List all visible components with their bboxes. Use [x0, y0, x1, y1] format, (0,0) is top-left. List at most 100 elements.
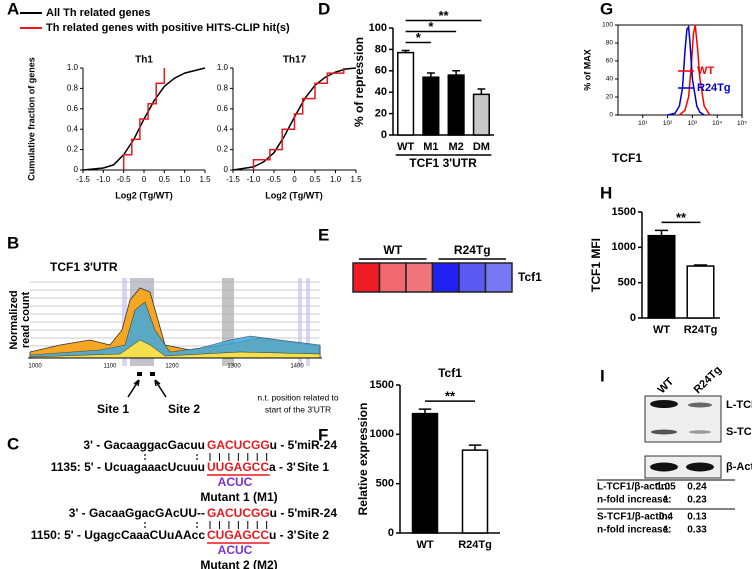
significance-label: * — [416, 30, 422, 45]
y-tick-label: 0 — [388, 527, 394, 539]
group-label: WT — [383, 243, 402, 257]
pair-dot — [196, 454, 198, 456]
y-tick-label: 20 — [606, 94, 614, 101]
series-line — [667, 24, 705, 116]
site-label: Site 2 — [168, 402, 200, 416]
track-title: TCF1 3'UTR — [50, 260, 118, 274]
sequence: 1135: 5' - UcuagaaacUcuuu — [51, 460, 205, 474]
error-bar — [452, 70, 461, 76]
x-tick-label: 0 — [292, 175, 297, 184]
chart-title: Tcf1 — [438, 366, 462, 380]
sequence-name: miR-24 — [297, 506, 337, 520]
y-tick-label: 1500 — [370, 379, 394, 391]
y-axis-label: Normalized — [8, 290, 20, 349]
blot-frame — [644, 455, 722, 479]
mutant-label: Mutant 1 (M1) — [200, 490, 277, 504]
table-cell: n-fold increase: — [597, 525, 671, 536]
seed: UUGAGCC — [207, 460, 269, 474]
series-line — [122, 68, 166, 170]
band — [650, 462, 678, 472]
x-tick-label: -1.5 — [76, 175, 90, 184]
y-tick-label: 0.6 — [217, 104, 229, 113]
seed: GACUCGG — [207, 438, 270, 452]
y-tick-label: 1.0 — [217, 63, 229, 72]
table-cell: L-TCF1/β-actin: — [597, 482, 670, 493]
sequence-name: Site 2 — [297, 528, 329, 542]
y-tick-label: 0.2 — [67, 145, 79, 154]
x-tick-label: 10⁵ — [737, 120, 747, 127]
pair-dot — [144, 526, 146, 528]
sequence: 3' - GacaaGgacGAcUU-- — [69, 506, 205, 520]
y-tick-label: 80 — [606, 40, 614, 47]
x-tick-label: R24Tg — [458, 539, 492, 551]
table-cell: 0.4 — [659, 512, 673, 523]
pair-dot — [196, 522, 198, 524]
table-cell: 1 — [663, 495, 669, 506]
sequence: u - 5' — [270, 506, 298, 520]
site-mark — [150, 372, 155, 376]
y-axis-label: % of repression — [352, 37, 366, 127]
coverage-area — [29, 301, 321, 359]
x-axis-label: TCF1 3'UTR — [409, 156, 477, 170]
x-tick-label: 0.5 — [159, 175, 171, 184]
x-axis-label: Log2 (Tg/WT) — [115, 190, 172, 200]
highlight — [298, 278, 302, 366]
x-tick-label: 0.5 — [309, 175, 321, 184]
x-tick-label: -0.5 — [267, 175, 281, 184]
bar — [422, 76, 440, 136]
significance-label: * — [428, 19, 434, 34]
panel-label: B — [7, 233, 19, 252]
chart-title: Th1 — [135, 55, 153, 66]
panel-label: E — [318, 225, 329, 244]
y-axis-label: Cumulative fraction of genes — [26, 57, 36, 181]
bar — [397, 51, 415, 136]
table-cell: 1 — [663, 525, 669, 536]
sequence: u - 5' — [270, 438, 298, 452]
band — [688, 402, 712, 408]
y-tick-label: 0.8 — [217, 84, 229, 93]
legend-label: All Th related genes — [46, 7, 151, 19]
y-tick-label: 0 — [630, 312, 636, 324]
y-tick-label: 40 — [375, 86, 387, 98]
x-tick-label: WT — [653, 324, 670, 336]
y-tick-label: 1500 — [612, 206, 636, 218]
site-mark — [137, 372, 142, 376]
panel-label: D — [318, 0, 330, 18]
western-blot — [597, 395, 735, 510]
sequence: a - 3' — [269, 460, 296, 474]
significance-label: ** — [438, 8, 449, 23]
heatmap-cell — [378, 262, 407, 293]
y-tick-label: 100 — [602, 22, 613, 29]
panel-label: C — [7, 434, 19, 453]
x-tick-label: -1.0 — [247, 175, 261, 184]
bar — [447, 74, 465, 136]
y-tick-label: 20 — [375, 108, 387, 120]
x-tick-label: -1.5 — [226, 175, 240, 184]
y-tick-label: 0.4 — [217, 124, 229, 133]
heatmap-cell — [431, 262, 460, 293]
mutation: ACUC — [218, 543, 253, 557]
error-bar — [654, 229, 669, 236]
x-tick-label: WT — [416, 539, 433, 551]
panel-label: I — [600, 366, 605, 385]
heatmap-cell — [484, 262, 513, 293]
x-tick-label: 10¹ — [638, 120, 648, 127]
seed: CUGAGCC — [207, 528, 269, 542]
y-tick-label: 0.4 — [67, 124, 79, 133]
y-tick-label: 500 — [376, 478, 394, 490]
y-tick-label: 0 — [609, 112, 613, 119]
track-lines — [30, 281, 320, 347]
arrow — [127, 379, 140, 398]
series-line — [252, 68, 345, 170]
table-cell: 0.24 — [687, 482, 707, 493]
x-tick-label: R24Tg — [684, 324, 718, 336]
lane-label: R24Tg — [692, 364, 724, 396]
series-line — [232, 67, 357, 171]
bar — [461, 449, 489, 534]
error-bar — [468, 444, 482, 451]
site-label: Site 1 — [97, 402, 129, 416]
legend-label: WT — [697, 65, 714, 77]
x-tick-label: DM — [473, 141, 490, 153]
band-label: β-Actin — [726, 461, 752, 473]
